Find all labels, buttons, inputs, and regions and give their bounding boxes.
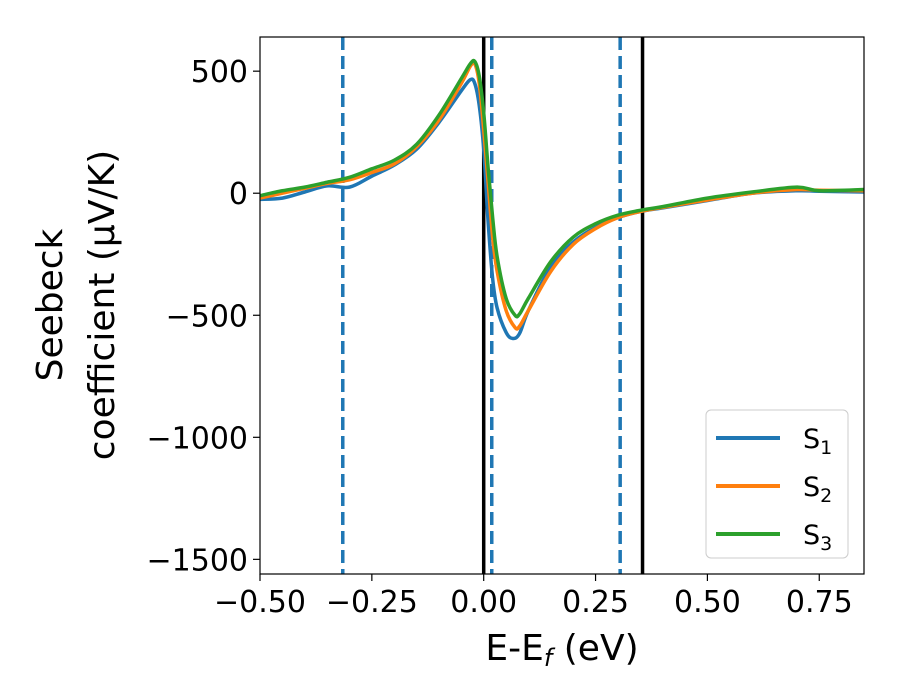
y-tick-label: −1000 xyxy=(147,421,248,456)
x-tick-label: 0.25 xyxy=(562,585,629,620)
y-axis-title-line1: Seebeck xyxy=(30,228,71,381)
legend-label-s2: S2 xyxy=(803,472,832,507)
legend-label-s3: S3 xyxy=(803,520,832,555)
y-axis-ticks: 500 0 −500 −1000 −1500 xyxy=(147,55,260,578)
y-tick-label: 0 xyxy=(229,177,248,212)
plot-area xyxy=(260,37,864,574)
x-tick-label: 0.00 xyxy=(450,585,517,620)
x-axis-ticks: −0.50 −0.25 0.00 0.25 0.50 0.75 xyxy=(214,574,853,620)
series-line-s2 xyxy=(260,60,864,331)
y-tick-label: −500 xyxy=(166,299,248,334)
y-axis-title: Seebeck coefficient (μV/K) xyxy=(30,150,123,460)
x-tick-label: 0.75 xyxy=(786,585,853,620)
legend-label-s1: S1 xyxy=(803,424,832,459)
x-tick-label: −0.25 xyxy=(326,585,418,620)
x-tick-label: −0.50 xyxy=(214,585,306,620)
plot-frame xyxy=(259,36,865,575)
x-axis-title: E-Ef (eV) xyxy=(485,628,638,672)
y-tick-label: 500 xyxy=(191,55,248,90)
series-line-s1 xyxy=(260,77,864,341)
y-tick-label: −1500 xyxy=(147,543,248,578)
legend: S1 S2 S3 xyxy=(705,409,849,559)
y-axis-title-line2: coefficient (μV/K) xyxy=(82,150,123,460)
series-line-s3 xyxy=(260,58,864,319)
x-tick-label: 0.50 xyxy=(674,585,741,620)
